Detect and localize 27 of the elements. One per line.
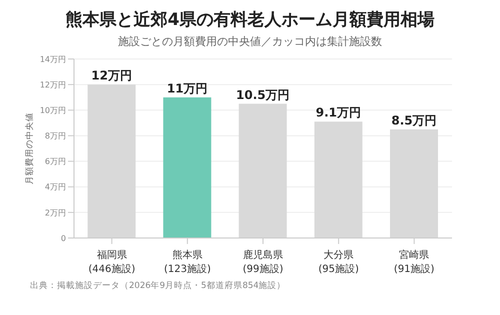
data-label: 11万円: [166, 81, 208, 96]
y-tick-label: 14万円: [40, 54, 66, 64]
y-tick-label: 2万円: [44, 208, 66, 218]
data-label: 12万円: [91, 68, 132, 83]
bar: [390, 129, 438, 238]
y-tick-label: 8万円: [44, 132, 66, 141]
y-tick-label: 12万円: [40, 80, 66, 90]
x-tick-label: 宮崎県 (91施設): [394, 249, 435, 275]
chart-title: 熊本県と近郊4県の有料老人ホーム月額費用相場: [64, 9, 436, 31]
source-note: 出典：掲載施設データ（2026年9月時点・5都道府県854施設）: [30, 280, 287, 292]
data-label: 9.1万円: [316, 106, 362, 120]
y-tick-label: 10万円: [40, 106, 66, 115]
chart-subtitle: 施設ごとの月額費用の中央値／カッコ内は集計施設数: [117, 34, 383, 49]
x-tick-label: 熊本県 (123施設): [164, 249, 211, 275]
bar: [314, 122, 362, 238]
bar: [238, 104, 287, 238]
bar: [88, 84, 136, 238]
bar: [163, 97, 212, 238]
x-tick-label: 鹿児島県 (99施設): [242, 249, 284, 275]
y-tick-label: 4万円: [44, 182, 66, 192]
x-tick-label: 福岡県 (446施設): [88, 249, 136, 275]
y-tick-label: 6万円: [44, 157, 66, 166]
x-tick-label: 大分県 (95施設): [318, 249, 359, 275]
data-label: 8.5万円: [391, 113, 437, 128]
y-axis-title: 月額費用の中央値: [24, 112, 35, 184]
y-tick-label: 0: [60, 234, 66, 243]
data-label: 10.5万円: [236, 88, 290, 102]
